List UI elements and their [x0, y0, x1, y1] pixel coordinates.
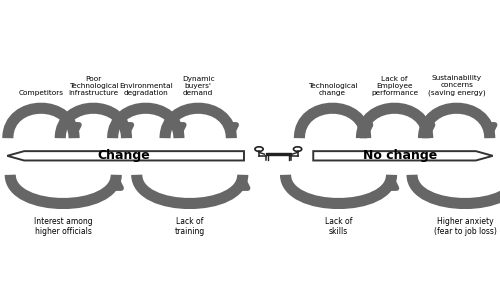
- Text: Environmental
degradation: Environmental degradation: [119, 83, 172, 96]
- Text: No change: No change: [364, 149, 438, 162]
- Text: Poor
Technological
infrastructure: Poor Technological infrastructure: [68, 76, 118, 96]
- Text: Competitors: Competitors: [18, 89, 64, 96]
- Bar: [266, 153, 291, 155]
- Text: Change: Change: [97, 149, 150, 162]
- Text: Higher anxiety
(fear to job loss): Higher anxiety (fear to job loss): [434, 217, 496, 237]
- Polygon shape: [314, 151, 493, 160]
- Text: Lack of
skills: Lack of skills: [325, 217, 352, 237]
- Polygon shape: [7, 151, 244, 160]
- Text: Lack of
training: Lack of training: [174, 217, 205, 237]
- Text: Technological
change: Technological change: [308, 83, 358, 96]
- Text: Sustainability
concerns
(saving energy): Sustainability concerns (saving energy): [428, 75, 486, 96]
- Text: Lack of
Employee
performance: Lack of Employee performance: [371, 76, 418, 96]
- Text: Dynamic
buyers'
demand: Dynamic buyers' demand: [182, 76, 214, 96]
- Text: Interest among
higher officials: Interest among higher officials: [34, 217, 92, 237]
